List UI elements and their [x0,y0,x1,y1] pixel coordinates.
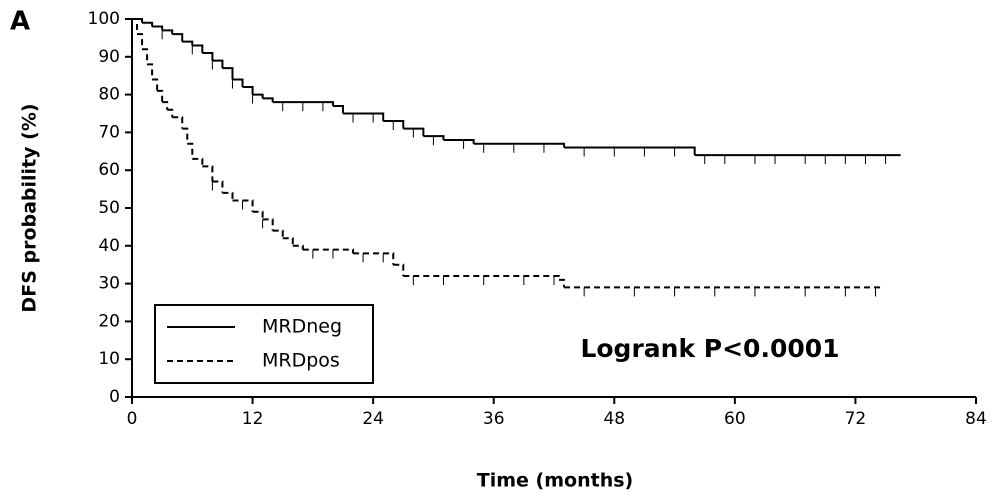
km-segment [272,101,334,106]
km-segment [162,29,174,35]
km-segment [353,252,395,265]
x-tick-label: 60 [724,409,746,429]
y-tick-label: 40 [98,236,120,256]
x-tick-label: 12 [242,409,264,429]
km-segment [292,244,304,250]
x-tick-label: 84 [965,409,987,429]
y-tick-label: 50 [98,198,120,218]
km-segment [212,59,224,69]
km-segment [473,142,566,148]
km-segment [252,210,264,220]
km-segment [262,97,274,103]
km-segment [152,78,159,91]
km-segment [162,101,169,110]
panel-label: A [10,7,30,37]
km-segment [393,263,405,277]
km-segment [559,278,566,288]
x-axis-label: Time (months) [477,470,633,492]
km-segment [403,127,425,137]
km-segment [332,104,344,114]
km-segment [192,44,204,54]
km-segment [152,25,164,31]
km-segment [157,89,164,103]
km-segment [132,18,139,35]
km-segment [262,218,274,231]
x-tick-label: 48 [603,409,625,429]
y-tick-label: 80 [98,85,120,105]
km-segment [172,33,184,42]
km-segment [137,33,144,50]
km-segment [212,180,224,193]
y-tick-label: 10 [98,349,120,369]
y-tick-label: 0 [109,387,120,407]
km-segment [202,165,214,182]
km-segment [142,21,154,27]
y-tick-label: 60 [98,160,120,180]
y-tick-label: 100 [88,9,120,29]
km-segment [443,138,475,144]
km-segment [272,229,284,239]
km-segment [192,157,204,167]
km-segment [564,146,696,156]
km-segment [423,135,445,140]
km-segment [182,127,189,144]
x-tick-label: 0 [127,409,138,429]
km-segment [147,63,154,80]
km-segment [302,248,355,254]
y-axis-label: DFS probability (%) [19,103,41,312]
km-segment [222,67,234,80]
y-tick-label: 30 [98,274,120,294]
km-segment [242,86,254,95]
km-segment [403,275,561,280]
km-segment [343,112,385,122]
km-segment [182,40,194,46]
x-tick-label: 24 [362,409,384,429]
annotation: Logrank P<0.0001 [580,334,839,363]
km-segment [187,142,194,159]
legend-label: MRDpos [262,350,340,372]
km-segment [172,116,184,129]
km-segment [167,108,174,118]
x-tick-label: 36 [483,409,505,429]
km-segment [232,78,244,88]
y-tick-label: 20 [98,311,120,331]
km-segment [202,52,214,61]
y-tick-label: 70 [98,122,120,142]
km-segment [252,93,264,99]
x-tick-label: 72 [845,409,867,429]
km-segment [282,237,294,246]
km-segment [222,191,234,201]
km-segment [232,199,254,212]
legend-box [154,304,374,384]
km-segment [142,48,149,65]
km-segment [383,120,405,129]
y-tick-label: 90 [98,47,120,67]
legend-label: MRDneg [262,316,342,338]
